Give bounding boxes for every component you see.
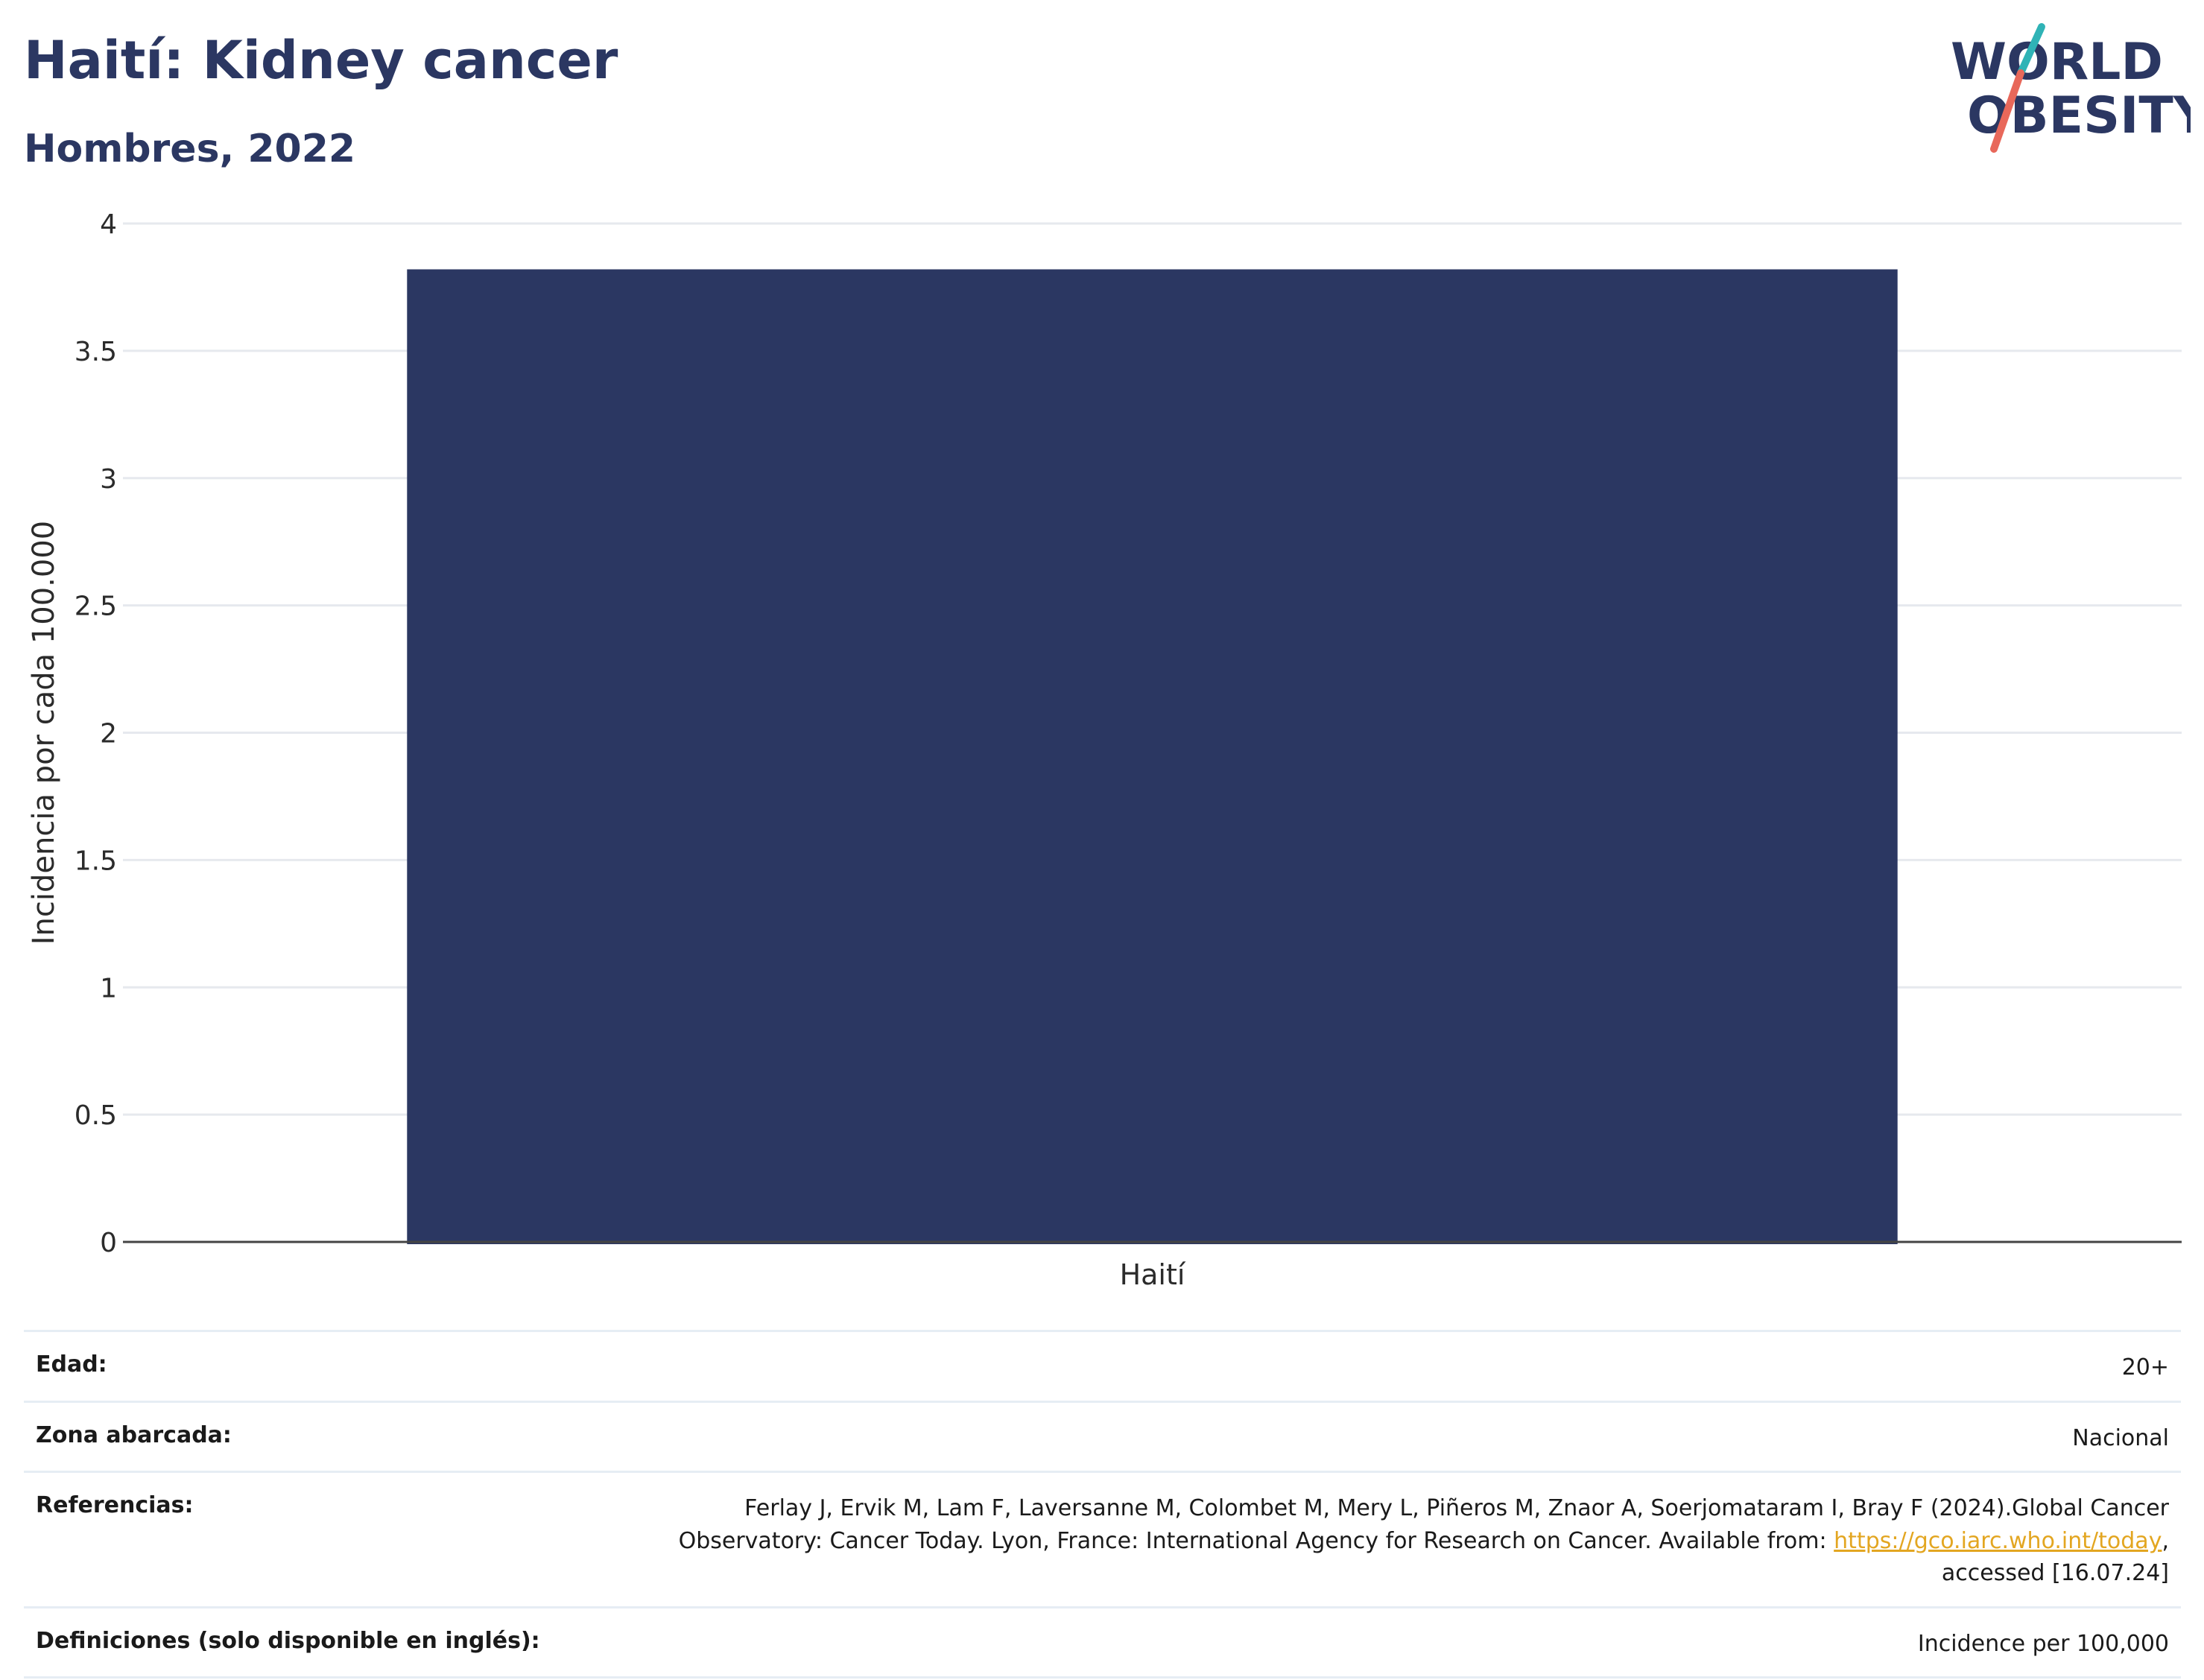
y-tick-label: 1 — [100, 973, 117, 1004]
meta-row-references: Referencias: Ferlay J, Ervik M, Lam F, L… — [24, 1471, 2181, 1606]
page-title: Haití: Kidney cancer — [24, 30, 618, 91]
references-line2-pre: Observatory: Cancer Today. Lyon, France:… — [678, 1527, 1834, 1554]
references-value: Ferlay J, Ervik M, Lam F, Laversanne M, … — [679, 1492, 2169, 1590]
coverage-label: Zona abarcada: — [36, 1421, 232, 1448]
x-axis-ticks: Haití — [1120, 1258, 1186, 1291]
y-axis-label: Incidencia por cada 100.000 — [27, 521, 61, 945]
bar-chart: 0 0.5 1 1.5 2 2.5 3 3.5 4 Haití Incidencia por c… — [27, 209, 2182, 1291]
age-label: Edad: — [36, 1351, 107, 1378]
y-tick-label: 4 — [100, 209, 117, 240]
y-tick-label: 3 — [100, 464, 117, 495]
meta-row-age: Edad: 20+ — [24, 1330, 2181, 1401]
meta-row-definitions: Definiciones (solo disponible en inglés)… — [24, 1605, 2181, 1679]
references-line3: accessed [16.07.24] — [1941, 1560, 2169, 1586]
logo-text-world: WORLD — [1951, 33, 2163, 92]
y-tick-label: 2.5 — [75, 592, 117, 622]
definitions-label: Definiciones (solo disponible en inglés)… — [36, 1627, 540, 1654]
references-link[interactable]: https://gco.iarc.who.int/today — [1834, 1527, 2162, 1554]
bar[interactable] — [407, 269, 1898, 1244]
logo-slash-coral — [1990, 69, 2024, 153]
references-line1: Ferlay J, Ervik M, Lam F, Laversanne M, … — [744, 1495, 2169, 1521]
references-label: Referencias: — [36, 1492, 194, 1518]
references-line2-post: , — [2162, 1527, 2169, 1554]
definitions-value: Incidence per 100,000 — [1917, 1630, 2169, 1657]
y-tick-label: 0 — [100, 1228, 117, 1258]
y-tick-label: 0.5 — [75, 1100, 117, 1131]
logo-slash-teal — [2017, 23, 2045, 77]
meta-row-coverage: Zona abarcada: Nacional — [24, 1400, 2181, 1471]
y-axis-ticks: 0 0.5 1 1.5 2 2.5 3 3.5 4 — [75, 209, 117, 1258]
age-value: 20+ — [2121, 1354, 2169, 1381]
y-tick-label: 1.5 — [75, 846, 117, 876]
bars — [407, 269, 1898, 1244]
metadata-table: Edad: 20+ Zona abarcada: Nacional Refere… — [24, 1330, 2181, 1679]
x-tick-label: Haití — [1120, 1258, 1186, 1291]
coverage-value: Nacional — [2072, 1424, 2169, 1451]
world-obesity-logo: WORLD OBESITY — [1951, 23, 2191, 153]
page-subtitle: Hombres, 2022 — [24, 127, 356, 171]
y-tick-label: 3.5 — [75, 337, 117, 367]
y-tick-label: 2 — [100, 719, 117, 749]
